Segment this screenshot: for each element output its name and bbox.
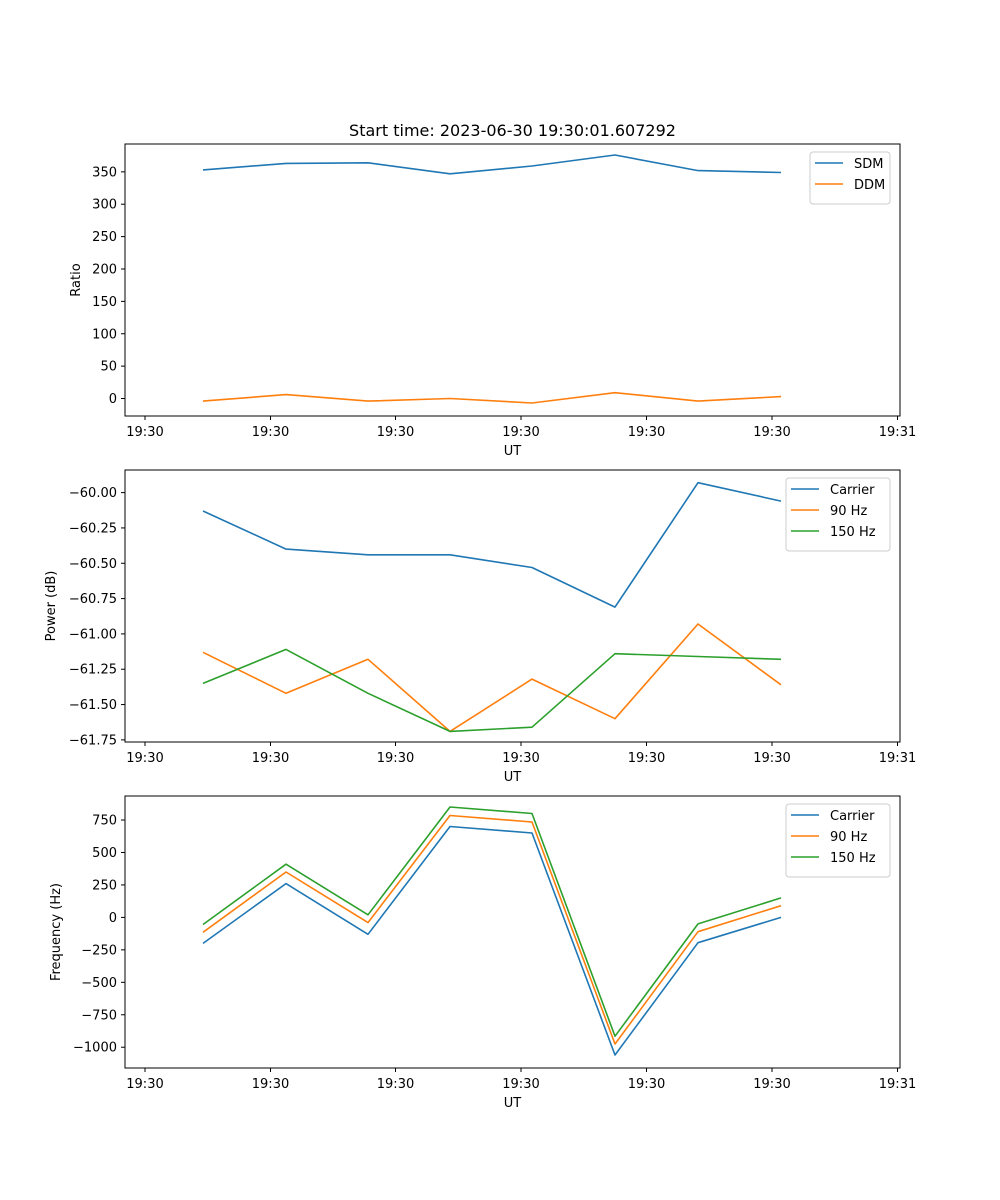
series-line-carrier [202, 481, 782, 608]
legend-entry: DDM [854, 178, 885, 193]
y-tick-label: 750 [92, 814, 117, 829]
x-axis-label: UT [504, 444, 522, 459]
y-tick-label: −61.50 [69, 698, 117, 713]
series-line-ddm [202, 391, 782, 404]
axes-frame [124, 469, 901, 743]
y-tick-label: 350 [92, 165, 117, 180]
y-tick-label: −60.75 [69, 592, 117, 607]
panel-1: 19:30 19:30 19:30 19:30 19:30 19:30 19:31 UT 0 50… [69, 143, 916, 459]
x-tick-label: 19:30 [126, 1077, 163, 1092]
x-tick-label: 19:30 [628, 751, 665, 766]
legend-entry: 150 Hz [830, 525, 876, 540]
y-tick-label: −61.25 [69, 663, 117, 678]
y-tick-label: 0 [109, 392, 117, 407]
y-tick-label: 0 [109, 911, 117, 926]
series-line-sdm [202, 154, 782, 175]
legend-entry: SDM [854, 157, 883, 172]
chart-title: Start time: 2023-06-30 19:30:01.607292 [349, 121, 676, 140]
legend-entry: 150 Hz [830, 851, 876, 866]
x-tick-label: 19:30 [252, 1077, 289, 1092]
series-line-carrier [202, 825, 782, 1056]
y-tick-label: −61.00 [69, 627, 117, 642]
y-tick-label: 200 [92, 262, 117, 277]
panel-2: 19:30 19:30 19:30 19:30 19:30 19:30 19:31 UT −60… [44, 469, 916, 785]
y-tick-label: −250 [81, 943, 117, 958]
y-tick-label: −60.50 [69, 557, 117, 572]
x-tick-label: 19:31 [879, 751, 916, 766]
x-tick-label: 19:30 [377, 425, 414, 440]
x-tick-label: 19:30 [753, 425, 790, 440]
panel-3: 19:30 19:30 19:30 19:30 19:30 19:30 19:31 UT −10… [49, 795, 916, 1111]
y-tick-label: 250 [92, 230, 117, 245]
y-tick-label: −750 [81, 1008, 117, 1023]
legend-entry: Carrier [830, 483, 875, 498]
x-tick-label: 19:30 [377, 1077, 414, 1092]
x-tick-label: 19:30 [126, 425, 163, 440]
x-tick-label: 19:30 [753, 1077, 790, 1092]
x-tick-label: 19:30 [753, 751, 790, 766]
legend-box [785, 477, 891, 552]
x-tick-label: 19:30 [502, 425, 539, 440]
series-line-90-hz [202, 623, 782, 733]
y-tick-label: −1000 [73, 1041, 117, 1056]
y-tick-label: 500 [92, 846, 117, 861]
x-tick-label: 19:31 [879, 1077, 916, 1092]
series-line-90-hz [202, 814, 782, 1045]
series-line-150-hz [202, 806, 782, 1037]
y-tick-label: 250 [92, 878, 117, 893]
x-axis-label: UT [504, 770, 522, 785]
y-axis-label: Frequency (Hz) [49, 883, 64, 981]
y-tick-label: 150 [92, 295, 117, 310]
y-tick-label: −61.75 [69, 733, 117, 748]
x-tick-label: 19:31 [879, 425, 916, 440]
y-tick-label: 300 [92, 198, 117, 213]
y-tick-label: 100 [92, 327, 117, 342]
x-tick-label: 19:30 [377, 751, 414, 766]
axes-frame [124, 795, 901, 1069]
legend-box [785, 803, 891, 878]
y-tick-label: −60.25 [69, 521, 117, 536]
x-axis-label: UT [504, 1096, 522, 1111]
y-tick-label: 50 [100, 360, 117, 375]
series-line-150-hz [202, 648, 782, 733]
x-tick-label: 19:30 [628, 425, 665, 440]
legend-entry: Carrier [830, 809, 875, 824]
y-tick-label: −500 [81, 976, 117, 991]
axes-frame [124, 143, 901, 417]
x-tick-label: 19:30 [252, 425, 289, 440]
legend-entry: 90 Hz [830, 504, 867, 519]
legend-box [809, 151, 891, 205]
y-tick-label: −60.00 [69, 486, 117, 501]
x-tick-label: 19:30 [252, 751, 289, 766]
y-axis-label: Power (dB) [44, 571, 59, 642]
x-tick-label: 19:30 [502, 1077, 539, 1092]
legend-entry: 90 Hz [830, 830, 867, 845]
x-tick-label: 19:30 [628, 1077, 665, 1092]
x-tick-label: 19:30 [126, 751, 163, 766]
x-tick-label: 19:30 [502, 751, 539, 766]
y-axis-label: Ratio [69, 263, 84, 296]
